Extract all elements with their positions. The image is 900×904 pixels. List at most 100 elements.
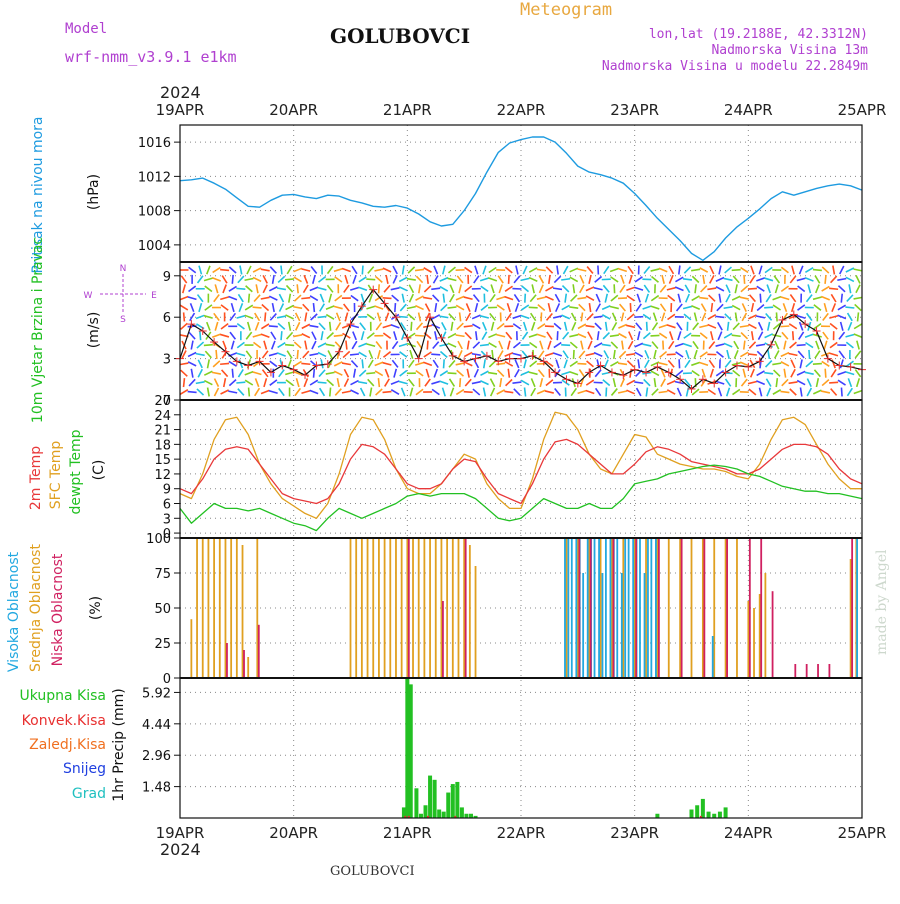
wind-arrow [335,389,341,396]
wind-arrow [238,389,244,396]
wind-arrow [751,303,753,312]
wind-arrow [514,294,519,301]
wind-arrow [305,341,307,350]
wind-arrow [532,284,534,293]
wind-arrow [448,307,457,308]
wind-arrow [491,284,494,293]
wind-arrow [403,266,404,275]
wind-arrow [790,276,796,283]
wind-arrow [491,388,495,396]
wind-arrow [638,359,639,368]
wind-arrow [565,322,567,331]
wind-arrow [822,286,830,291]
wind-arrow [619,334,627,338]
wind-arrow [457,370,464,376]
wind-arrow [222,276,227,284]
wind-arrow [440,278,448,282]
wind-arrow [215,379,219,387]
wind-arrow [344,369,348,377]
wind-arrow [749,295,755,302]
wind-arrow [846,372,855,375]
wind-arrow [595,276,602,282]
wind-arrow [263,275,267,283]
wind-arrow [249,294,250,303]
wind-arrow [581,312,582,321]
wind-arrow [744,341,745,350]
wind-arrow [626,325,635,327]
wind-arrow [570,361,577,366]
wind-arrow [269,296,277,300]
wind-arrow [806,343,814,348]
wind-arrow [570,372,579,375]
wind-arrow [816,378,818,387]
wind-arrow [350,287,359,290]
x-tick-top: 22APR [497,101,546,119]
wind-arrow [221,305,228,310]
precip-axis-label: 1hr Precip (mm) [111,688,127,801]
wind-arrow [556,303,560,311]
wind-arrow [433,360,438,368]
wind-arrow [708,325,716,329]
wind-arrow [855,304,862,310]
wind-arrow [683,306,692,308]
wind-arrow [383,333,390,338]
wind-arrow [262,351,267,358]
wind-arrow [659,391,668,392]
wind-arrow [248,322,250,331]
wind-arrow [522,286,529,292]
wind-arrow [841,322,843,331]
wind-arrow [456,363,465,365]
wind-arrow [302,324,310,328]
wind-arrow [475,303,477,312]
wind-arrow [797,278,806,280]
wind-arrow [667,381,675,385]
wind-arrow [806,361,813,367]
wind-arrow [475,266,478,275]
wind-arrow [611,342,617,348]
wind-arrow [539,285,543,293]
wind-arrow [399,381,408,383]
wind-arrow [822,380,829,386]
wind-arrow [586,326,595,327]
wind-arrow [692,276,698,282]
wind-arrow [297,284,298,293]
wind-arrow [563,332,569,339]
wind-arrow [464,297,473,299]
wind-arrow [588,341,592,349]
wind-arrow [772,335,781,337]
wind-arrow [553,288,562,289]
wind-arrow [830,342,837,347]
wind-arrow [410,350,413,359]
x-tick-bottom: 20APR [269,824,318,842]
wind-arrow [594,316,603,317]
wind-arrow [635,352,643,356]
wind-arrow [824,303,826,312]
wind-arrow [856,285,860,293]
wind-arrow [732,296,740,300]
wind-arrow [180,297,188,300]
wind-arrow [789,382,798,383]
wind-arrow [220,270,229,271]
wind-arrow [514,389,520,395]
wind-arrow [515,369,520,377]
wind-arrow [318,382,327,383]
wind-arrow [378,313,381,322]
wind-arrow [458,350,462,358]
wind-arrow [857,378,860,387]
panels: 19APR19APR20APR20APR21APR21APR22APR22APR… [138,101,887,842]
wind-arrow [700,352,707,357]
wind-arrow [188,352,196,356]
wind-arrow [431,381,440,384]
wind-arrow [516,266,518,275]
wind-arrow [525,388,526,397]
wind-arrow [237,316,246,318]
wind-arrow [505,362,513,367]
wind-arrow [399,344,408,347]
wind-arrow [254,295,260,302]
wind-arrow [619,351,625,357]
wind-arrow [350,354,359,355]
total-rain-bar [469,814,473,818]
wind-arrow [854,269,863,271]
wind-arrow [451,322,452,331]
wind-arrow [435,303,436,312]
